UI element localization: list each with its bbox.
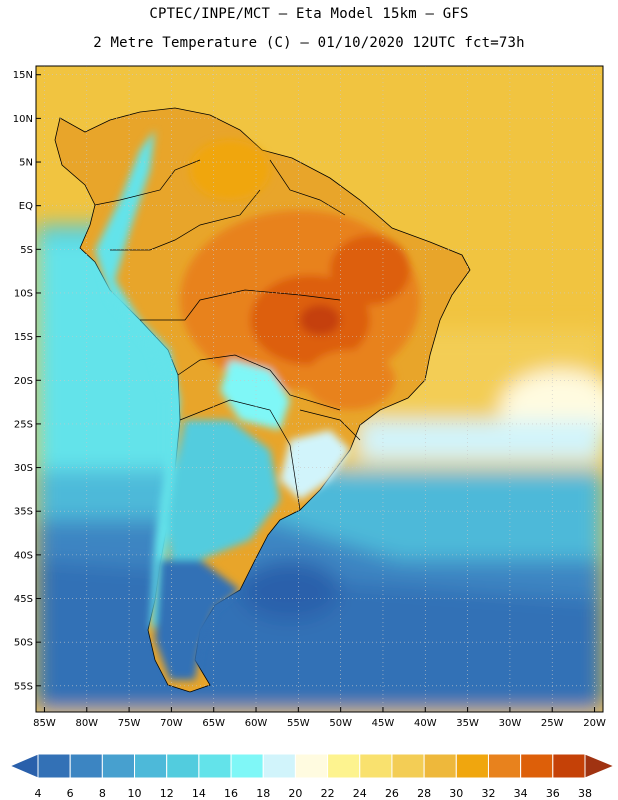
lat-label: 5N xyxy=(19,158,33,169)
map-frame xyxy=(35,65,604,713)
lat-label: 15S xyxy=(14,332,33,343)
colorbar-tick-label: 10 xyxy=(128,787,142,800)
colorbar-high-arrow xyxy=(584,753,616,779)
colorbar-tick-label: 32 xyxy=(481,787,495,800)
lon-label: 55W xyxy=(287,718,310,729)
colorbar-tick-label: 28 xyxy=(417,787,431,800)
lon-label: 35W xyxy=(456,718,479,729)
lat-label: 25S xyxy=(14,419,33,430)
colorbar-swatch xyxy=(423,753,457,779)
lon-label: 50W xyxy=(329,718,352,729)
lat-label: 30S xyxy=(14,463,33,474)
lat-label: 55S xyxy=(14,681,33,692)
lat-label: 50S xyxy=(14,638,33,649)
colorbar-tick-label: 36 xyxy=(546,787,560,800)
colorbar-tick-label: 22 xyxy=(321,787,335,800)
colorbar-tick-label: 26 xyxy=(385,787,399,800)
colorbar-swatch xyxy=(69,753,103,779)
colorbar-legend: 4 6 8 10 12 14 16 18 20 22 24 26 28 30 32 34 36 38 xyxy=(8,753,616,800)
colorbar-swatch xyxy=(230,753,264,779)
colorbar-tick-label: 8 xyxy=(99,787,106,800)
lat-label: EQ xyxy=(19,201,33,212)
colorbar-tick-label: 18 xyxy=(256,787,270,800)
colorbar-swatch xyxy=(487,753,522,779)
colorbar-tick-label: 12 xyxy=(160,787,174,800)
colorbar-tick-label: 34 xyxy=(514,787,528,800)
colorbar-low-arrow xyxy=(8,753,39,779)
lon-label: 40W xyxy=(414,718,437,729)
lat-label: 35S xyxy=(14,507,33,518)
lon-label: 45W xyxy=(372,718,395,729)
colorbar-swatch xyxy=(294,753,329,779)
country-borders xyxy=(94,159,361,511)
lon-label: 20W xyxy=(583,718,606,729)
graticule xyxy=(36,66,603,712)
colorbar-tick-label: 30 xyxy=(449,787,463,800)
colorbar-swatch xyxy=(391,753,425,779)
colorbar-tick-label: 4 xyxy=(35,787,42,800)
colorbar-tick-label: 20 xyxy=(288,787,302,800)
colorbar-tick-label: 38 xyxy=(578,787,592,800)
colorbar-swatch xyxy=(198,753,232,779)
lon-label: 75W xyxy=(118,718,141,729)
colorbar-swatch xyxy=(166,753,200,779)
colorbar-tick-label: 24 xyxy=(353,787,367,800)
lat-label: 15N xyxy=(13,70,33,81)
colorbar-swatch xyxy=(101,753,136,779)
colorbar-swatch xyxy=(520,753,554,779)
lat-label: 45S xyxy=(14,594,33,605)
lat-label: 5S xyxy=(20,245,33,256)
latitude-axis: 15N 10N 5N EQ 5S 10S 15S 20S 25S 30S 35S 40S 45S 50S 5… xyxy=(13,70,41,692)
lon-label: 30W xyxy=(499,718,522,729)
colorbar-swatch xyxy=(37,753,71,779)
lon-label: 80W xyxy=(75,718,98,729)
lat-label: 20S xyxy=(14,376,33,387)
colorbar-tick-label: 6 xyxy=(67,787,74,800)
lon-label: 60W xyxy=(245,718,268,729)
colorbar-swatch xyxy=(134,753,168,779)
lat-label: 40S xyxy=(14,550,33,561)
chart-title-line1: CPTEC/INPE/MCT – Eta Model 15km – GFS xyxy=(149,6,469,22)
lon-label: 65W xyxy=(202,718,225,729)
lon-label: 70W xyxy=(160,718,183,729)
colorbar-swatch xyxy=(327,753,361,779)
temperature-field xyxy=(36,66,603,712)
lon-label: 25W xyxy=(541,718,564,729)
colorbar-tick-label: 16 xyxy=(224,787,238,800)
longitude-axis: 85W 80W 75W 70W 65W 60W 55W 50W 45W 40W 35W 30W 25W 2… xyxy=(33,707,606,729)
lat-label: 10N xyxy=(13,114,33,125)
lon-label: 85W xyxy=(33,718,56,729)
colorbar-swatch xyxy=(552,753,586,779)
colorbar-swatch xyxy=(455,753,489,779)
chart-title-line2: 2 Metre Temperature (C) – 01/10/2020 12U… xyxy=(93,35,525,51)
colorbar-swatch xyxy=(262,753,296,779)
colorbar-tick-label: 14 xyxy=(192,787,206,800)
lat-label: 10S xyxy=(14,288,33,299)
colorbar-swatch xyxy=(359,753,393,779)
